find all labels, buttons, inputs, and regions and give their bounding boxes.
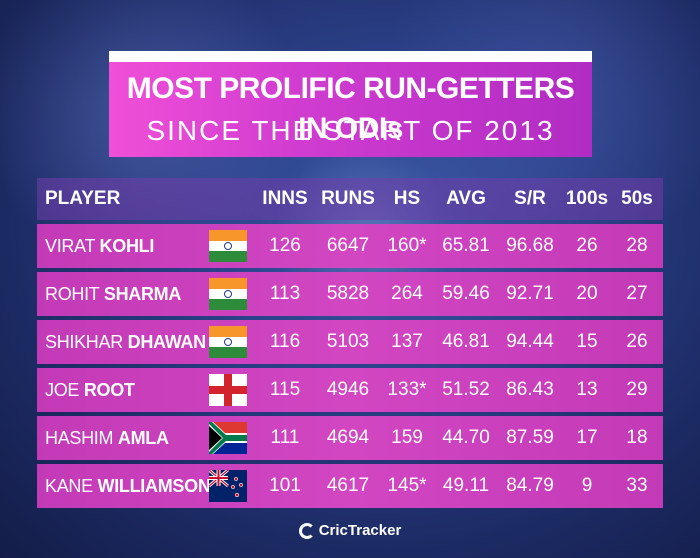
india-flag-icon [209, 326, 247, 358]
player-last-name: WILLIAMSON [97, 476, 211, 496]
cell-hs: 159 [391, 427, 423, 448]
table-row: KANE WILLIAMSON 101 4617 145* 49.11 84.7… [37, 464, 663, 508]
cell-avg: 49.11 [442, 475, 490, 496]
player-first-name: JOE [45, 380, 84, 400]
cell-hs: 145* [387, 475, 427, 496]
cell-inns: 126 [269, 235, 301, 256]
player-last-name: ROOT [83, 380, 135, 400]
header-avg: AVG [446, 188, 486, 209]
player-last-name: DHAWAN [127, 332, 207, 352]
cell-avg: 65.81 [442, 235, 490, 256]
player-last-name: SHARMA [103, 284, 182, 304]
cell-avg: 51.52 [442, 379, 490, 400]
player-name: ROHIT SHARMA [45, 272, 181, 316]
header-hs: HS [393, 188, 421, 209]
cell-hs: 137 [391, 331, 423, 352]
player-first-name: HASHIM [45, 428, 118, 448]
brand-name: CricTracker [318, 522, 402, 540]
title-subtitle: SINCE THE START OF 2013 [146, 115, 555, 146]
player-name: JOE ROOT [45, 368, 135, 412]
cell-runs: 6647 [326, 235, 370, 256]
player-first-name: VIRAT [45, 236, 100, 256]
footer: CricTracker [0, 522, 700, 546]
player-first-name: KANE [45, 476, 98, 496]
cell-hundreds: 9 [581, 475, 593, 496]
player-last-name: AMLA [117, 428, 169, 448]
player-name: HASHIM AMLA [45, 416, 169, 460]
cell-sr: 92.71 [506, 283, 554, 304]
cell-hundreds: 15 [576, 331, 598, 352]
cell-runs: 4694 [326, 427, 370, 448]
cell-hundreds: 26 [576, 235, 598, 256]
cell-fifties: 27 [626, 283, 648, 304]
cell-sr: 87.59 [506, 427, 554, 448]
cell-sr: 94.44 [506, 331, 554, 352]
cell-fifties: 28 [626, 235, 648, 256]
cell-runs: 5103 [326, 331, 370, 352]
cell-inns: 116 [269, 331, 301, 352]
header-inns: INNS [262, 188, 308, 209]
cell-runs: 4946 [326, 379, 370, 400]
cell-inns: 113 [269, 283, 301, 304]
cell-sr: 84.79 [506, 475, 554, 496]
player-first-name: SHIKHAR [45, 332, 128, 352]
player-name: VIRAT KOHLI [45, 224, 154, 268]
table-header: PLAYER INNS RUNS HS AVG S/R 100s 50s [37, 178, 663, 220]
cell-avg: 44.70 [442, 427, 490, 448]
crictracker-logo-icon [298, 522, 315, 539]
title-accent-bar [109, 51, 592, 62]
cell-runs: 4617 [326, 475, 370, 496]
table-row: SHIKHAR DHAWAN 116 5103 137 46.81 94.44 … [37, 320, 663, 364]
cell-inns: 101 [269, 475, 301, 496]
table-row: VIRAT KOHLI 126 6647 160* 65.81 96.68 26… [37, 224, 663, 268]
india-flag-icon [209, 278, 247, 310]
table-row: ROHIT SHARMA 113 5828 264 59.46 92.71 20… [37, 272, 663, 316]
cell-hs: 160* [387, 235, 427, 256]
new-zealand-flag-icon [209, 470, 247, 502]
cell-hs: 264 [391, 283, 423, 304]
table-row: JOE ROOT 115 4946 133* 51.52 86.43 13 29 [37, 368, 663, 412]
cell-sr: 96.68 [506, 235, 554, 256]
cell-fifties: 18 [626, 427, 648, 448]
table-row: HASHIM AMLA 111 4694 159 44.70 87.59 17 … [37, 416, 663, 460]
cell-fifties: 29 [626, 379, 648, 400]
england-flag-icon [209, 374, 247, 406]
cell-avg: 46.81 [442, 331, 490, 352]
header-sr: S/R [514, 188, 546, 209]
india-flag-icon [209, 230, 247, 262]
cell-avg: 59.46 [442, 283, 490, 304]
player-first-name: ROHIT [45, 284, 104, 304]
cell-sr: 86.43 [506, 379, 554, 400]
cell-runs: 5828 [326, 283, 370, 304]
cell-hundreds: 17 [576, 427, 598, 448]
cell-hs: 133* [387, 379, 427, 400]
cell-fifties: 26 [626, 331, 648, 352]
cell-inns: 111 [270, 427, 300, 448]
cell-inns: 115 [269, 379, 301, 400]
header-runs: RUNS [321, 188, 375, 209]
header-hundreds: 100s [565, 188, 609, 209]
player-name: SHIKHAR DHAWAN [45, 320, 206, 364]
cell-hundreds: 20 [576, 283, 598, 304]
header-fifties: 50s [621, 188, 653, 209]
player-last-name: KOHLI [99, 236, 155, 256]
cell-hundreds: 13 [576, 379, 598, 400]
title-main: MOST PROLIFIC RUN-GETTERS IN ODIs [126, 72, 575, 145]
cell-fifties: 33 [626, 475, 648, 496]
player-name: KANE WILLIAMSON [45, 464, 211, 508]
header-player: PLAYER [45, 188, 121, 209]
title-banner: MOST PROLIFIC RUN-GETTERS IN ODIs SINCE … [109, 51, 592, 157]
south-africa-flag-icon [209, 422, 247, 454]
